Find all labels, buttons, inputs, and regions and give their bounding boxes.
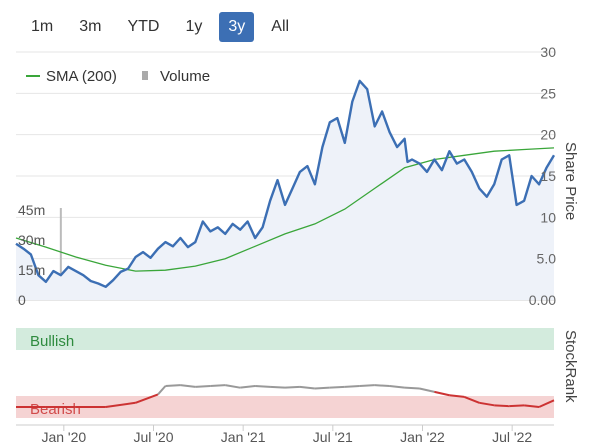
x-tick-label: Jul '21 (313, 429, 353, 445)
volume-tick-label: 30m (18, 232, 45, 248)
range-1y-button[interactable]: 1y (185, 18, 203, 35)
sma-line (15, 147, 555, 272)
volume-tick-label: 0 (18, 292, 26, 308)
stockrank-segment (299, 385, 316, 390)
price-tick-label: 10 (540, 209, 556, 225)
stockrank-segment (359, 384, 375, 387)
stockrank-segment (240, 385, 256, 389)
stockrank-segment (329, 385, 345, 389)
x-tick-label: Jul '22 (492, 429, 532, 445)
chart-legend: SMA (200) Volume (26, 68, 210, 85)
range-ytd-button[interactable]: YTD (127, 18, 160, 35)
stockrank-segment (180, 384, 196, 388)
price-area (16, 80, 554, 301)
x-tick-label: Jan '22 (400, 429, 445, 445)
stockrank-segment (374, 384, 390, 387)
volume-legend-label[interactable]: Volume (160, 68, 210, 85)
price-tick-label: 0.00 (529, 292, 556, 308)
stockrank-segment (105, 401, 136, 408)
stockrank-segment (195, 385, 211, 388)
stockrank-segment (269, 385, 286, 389)
x-tick-label: Jan '21 (221, 429, 266, 445)
share-price-axis-title: Share Price (562, 142, 579, 220)
range-3y-button[interactable]: 3y (219, 12, 255, 42)
bullish-label: Bullish (30, 333, 74, 350)
stockrank-axis-title: StockRank (562, 330, 579, 403)
volume-tick-label: 45m (18, 202, 45, 218)
range-1m-button[interactable]: 1m (31, 18, 54, 35)
stockrank-segment (210, 384, 226, 387)
stockrank-segment (314, 386, 330, 390)
range-all-button[interactable]: All (271, 18, 290, 35)
x-tick-label: Jul '20 (133, 429, 173, 445)
range-selector: 1m 3m YTD 1y 3y All (22, 12, 306, 42)
stockrank-segment (389, 385, 405, 389)
stockrank-segment (404, 386, 420, 390)
stockrank-segment (509, 404, 525, 408)
price-line (15, 79, 556, 288)
x-tick-label: Jan '20 (41, 429, 86, 445)
range-3m-button[interactable]: 3m (79, 18, 102, 35)
stockrank-segment (135, 393, 159, 404)
stockrank-segment (434, 390, 450, 397)
bearish-label: Bearish (30, 401, 81, 418)
stockrank-segment (538, 399, 555, 408)
volume-bar (59, 208, 62, 300)
stockrank-segment (523, 404, 540, 408)
stockrank-segment (479, 401, 495, 407)
stockrank-line (16, 384, 555, 408)
stockrank-segment (225, 384, 241, 389)
price-tick-label: 30 (540, 44, 556, 60)
stockrank-segment (494, 404, 510, 408)
bullish-zone (16, 328, 554, 350)
stockrank-segment (463, 395, 480, 404)
price-tick-label: 5.0 (537, 251, 557, 267)
volume-legend-swatch[interactable] (142, 71, 148, 80)
volume-tick-label: 15m (18, 262, 45, 278)
stockrank-segment (157, 385, 167, 396)
price-axis-labels: 30 25 20 15 10 5.0 0.00 (529, 44, 556, 308)
stockrank-segment (344, 385, 360, 388)
volume-axis-labels: 45m 30m 15m 0 (18, 202, 45, 308)
stockrank-segment (449, 394, 465, 398)
sma-legend-label[interactable]: SMA (200) (46, 68, 117, 85)
price-tick-label: 20 (540, 127, 556, 143)
price-tick-label: 25 (540, 85, 556, 101)
price-tick-label: 15 (540, 168, 556, 184)
stockrank-segment (419, 387, 435, 393)
stockrank-segment (284, 385, 301, 389)
stockrank-segment (255, 385, 271, 388)
x-axis: Jan '20 Jul '20 Jan '21 Jul '21 Jan '22 Jul '… (16, 424, 554, 445)
bearish-zone (16, 396, 554, 418)
stockrank-segment (165, 384, 181, 387)
